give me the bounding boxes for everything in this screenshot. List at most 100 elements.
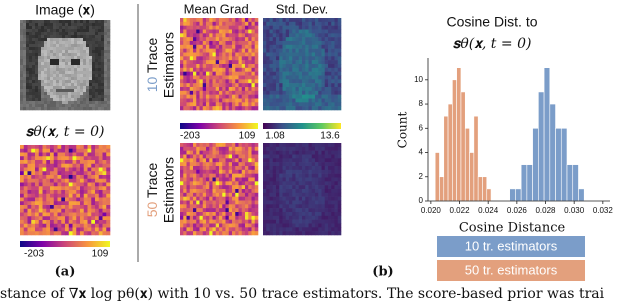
pixel — [77, 26, 80, 29]
pixel — [83, 89, 86, 92]
pixel — [309, 102, 313, 106]
pixel — [183, 220, 187, 224]
pixel — [103, 205, 107, 209]
pixel — [226, 201, 230, 205]
pixel — [180, 174, 184, 178]
pixel — [200, 204, 204, 208]
pixel — [187, 18, 191, 22]
pixel — [41, 26, 44, 29]
pixel — [180, 201, 184, 205]
pixel — [38, 56, 41, 59]
pixel — [328, 193, 332, 197]
pixel — [219, 91, 223, 95]
pixel — [193, 41, 197, 45]
pixel — [84, 164, 88, 168]
pixel — [58, 198, 62, 202]
pixel — [325, 185, 329, 189]
pixel — [196, 72, 200, 76]
pixel — [279, 147, 283, 151]
pixel — [309, 212, 313, 216]
pixel — [226, 181, 230, 185]
pixel — [309, 178, 313, 182]
pixel — [222, 208, 226, 212]
pixel — [270, 22, 274, 26]
pixel — [183, 193, 187, 197]
pixel — [187, 155, 191, 159]
pixel — [80, 205, 84, 209]
pixel — [29, 95, 32, 98]
pixel — [73, 205, 77, 209]
pixel — [229, 30, 233, 34]
pixel — [23, 83, 26, 86]
pixel — [80, 92, 83, 95]
pixel — [273, 185, 277, 189]
pixel — [245, 79, 249, 83]
pixel — [86, 38, 89, 41]
pixel — [289, 102, 293, 106]
pixel — [88, 216, 92, 220]
pixel — [203, 193, 207, 197]
pixel — [232, 49, 236, 53]
pixel — [107, 74, 110, 77]
pixel — [273, 143, 277, 147]
pixel — [38, 41, 41, 44]
pixel — [47, 41, 50, 44]
pixel — [252, 189, 256, 193]
pixel — [107, 29, 110, 32]
pixel — [44, 104, 47, 107]
pixel — [312, 49, 316, 53]
pixel — [335, 99, 339, 103]
pixel — [107, 20, 110, 23]
pixel — [286, 170, 290, 174]
pixel — [95, 41, 98, 44]
pixel — [312, 208, 316, 212]
pixel — [41, 29, 44, 32]
pixel — [229, 76, 233, 80]
pixel — [266, 95, 270, 99]
pixel — [35, 220, 39, 224]
x-tick-label: 0.024 — [478, 206, 499, 215]
pixel — [279, 185, 283, 189]
pixel — [239, 231, 243, 235]
pixel — [315, 53, 319, 57]
pixel — [53, 107, 56, 110]
pixel — [273, 204, 277, 208]
pixel — [331, 178, 335, 182]
pixel — [312, 147, 316, 151]
pixel — [315, 22, 319, 26]
pixel — [41, 104, 44, 107]
pixel — [239, 87, 243, 91]
pixel — [104, 47, 107, 50]
pixel — [62, 77, 65, 80]
pixel — [193, 33, 197, 37]
pixel — [44, 68, 47, 71]
pixel — [286, 185, 290, 189]
pixel — [318, 72, 322, 76]
pixel — [325, 99, 329, 103]
pixel — [200, 227, 204, 231]
pixel — [193, 158, 197, 162]
pixel — [92, 53, 95, 56]
pixel — [92, 20, 95, 23]
x-tick-label: 0.022 — [450, 206, 471, 215]
pixel — [95, 198, 99, 202]
pixel — [23, 86, 26, 89]
pixel — [41, 68, 44, 71]
pixel — [279, 224, 283, 228]
pixel — [91, 160, 95, 164]
pixel — [263, 26, 267, 30]
pixel — [92, 77, 95, 80]
pixel — [213, 162, 217, 166]
pixel — [104, 59, 107, 62]
pixel — [229, 68, 233, 72]
pixel — [292, 208, 296, 212]
pixel — [69, 228, 73, 232]
pixel — [41, 92, 44, 95]
pixel — [270, 162, 274, 166]
pixel — [328, 170, 332, 174]
pixel — [245, 158, 249, 162]
pixel — [187, 174, 191, 178]
pixel — [180, 56, 184, 60]
pixel — [26, 32, 29, 35]
pixel — [80, 160, 84, 164]
